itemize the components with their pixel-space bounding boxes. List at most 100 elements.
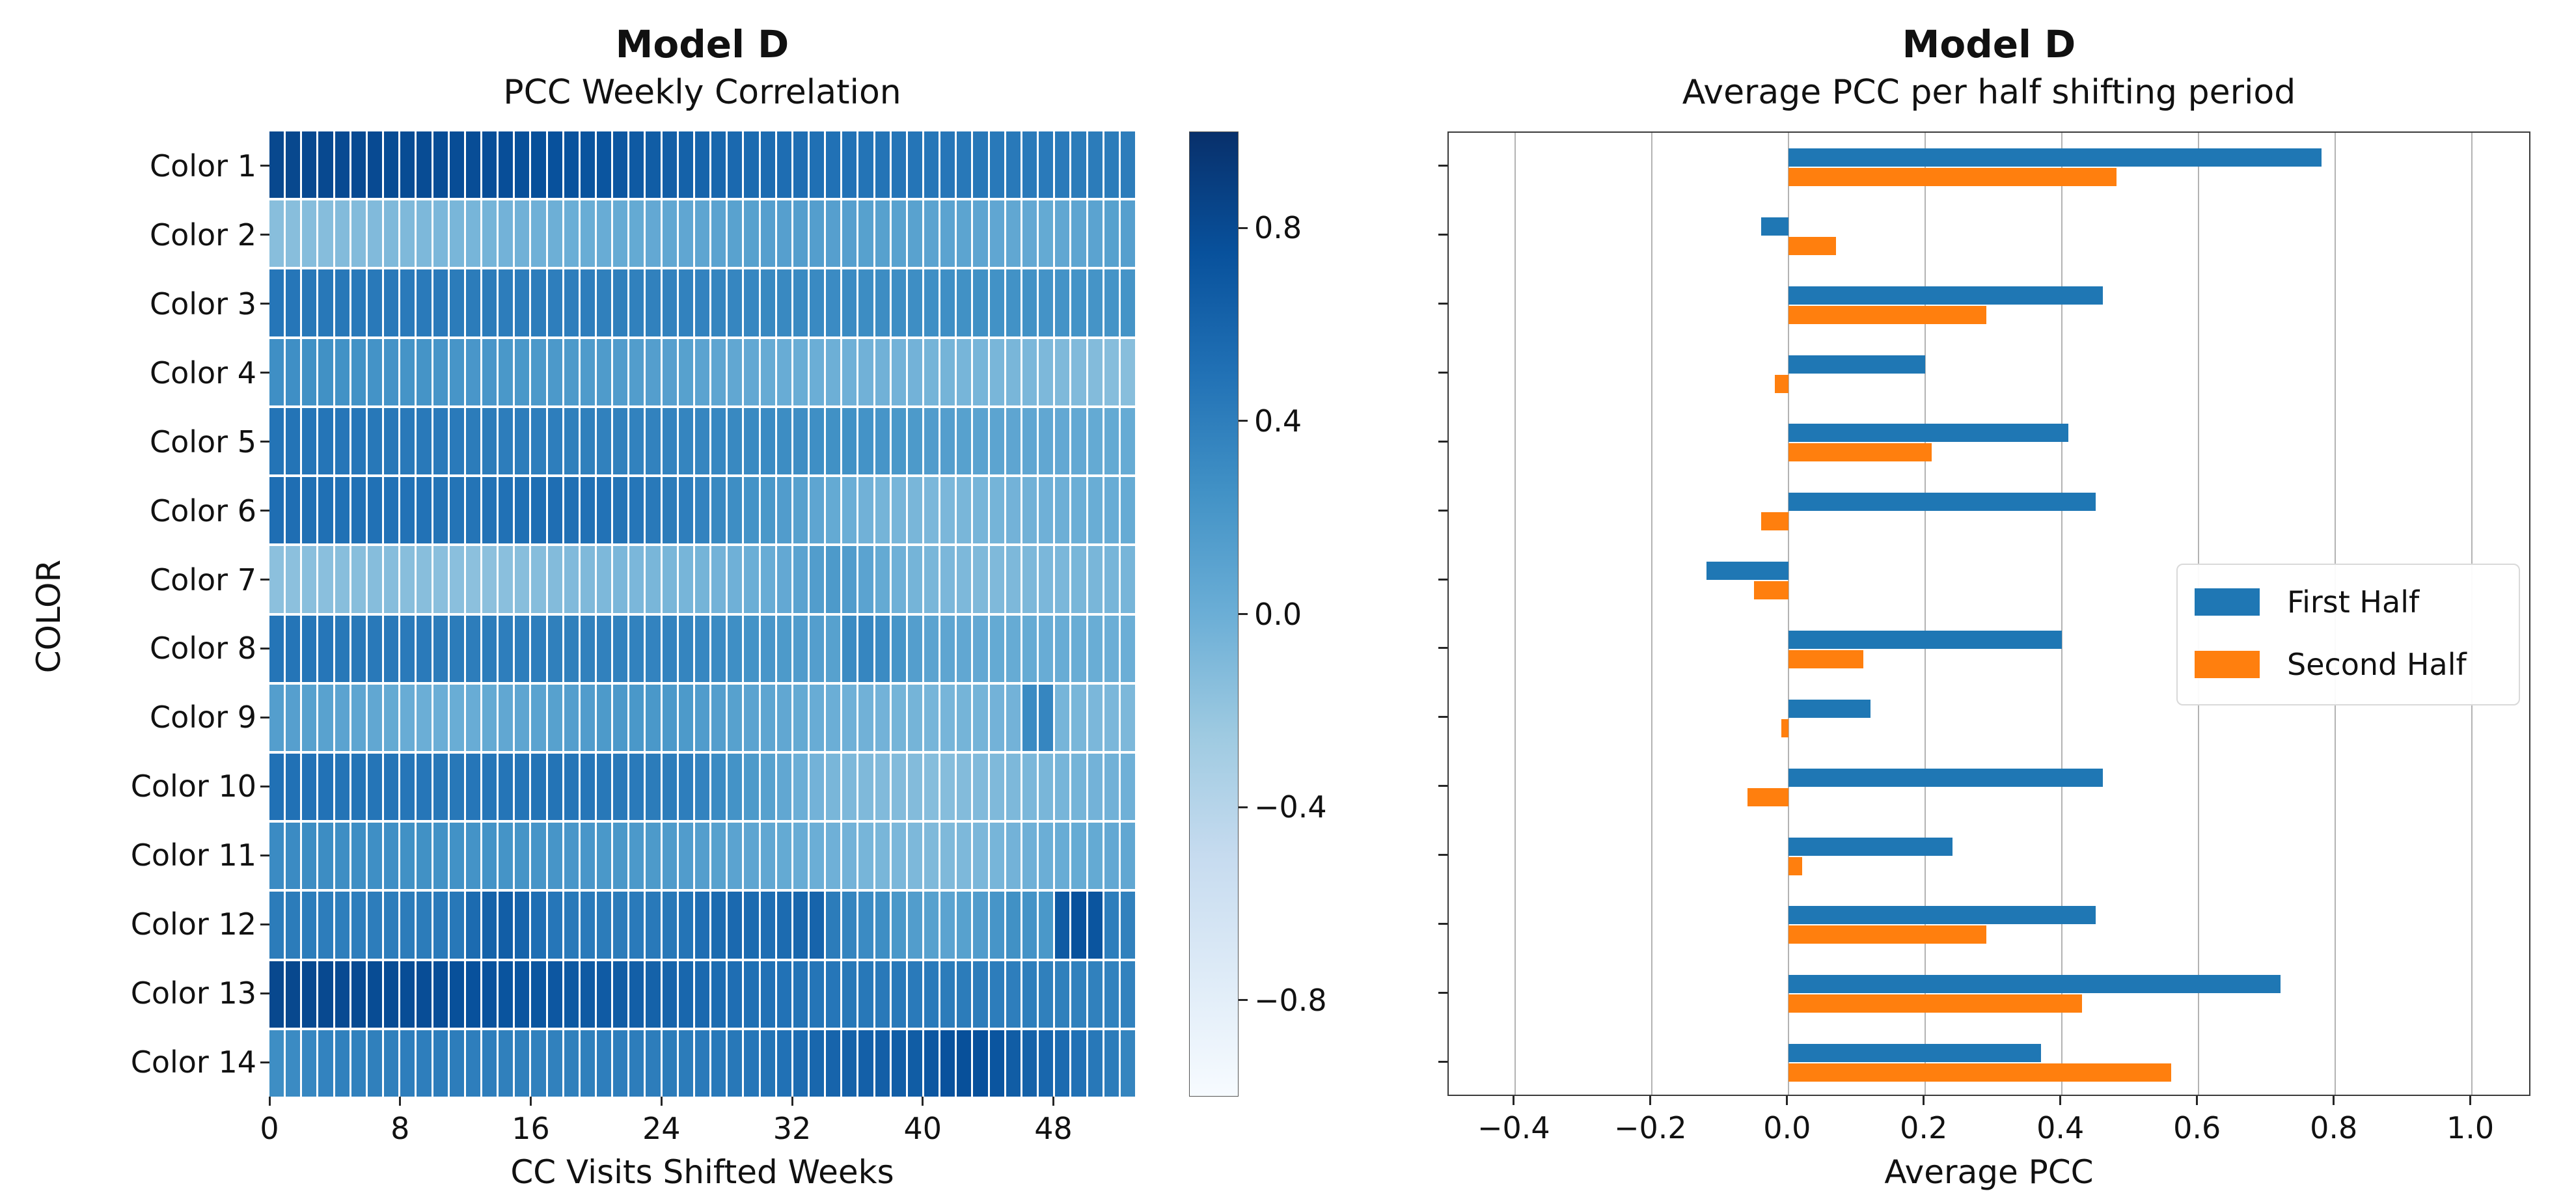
heatmap-cell (597, 269, 612, 336)
heatmap-cell (515, 1030, 530, 1097)
heatmap-cell (694, 823, 710, 890)
heatmap-cell (694, 615, 710, 682)
heatmap-cell (613, 961, 628, 1028)
heatmap-cell (728, 477, 743, 544)
heatmap-cell (1022, 131, 1037, 198)
heatmap-cell (826, 200, 841, 267)
heatmap-cell (302, 823, 317, 890)
heatmap-cell (1039, 477, 1054, 544)
heatmap-cell (1088, 131, 1103, 198)
heatmap-cell (776, 407, 791, 475)
heatmap-cell (957, 684, 972, 751)
heatmap-cell (417, 407, 432, 475)
heatmap-cell (1120, 407, 1135, 475)
heatmap-cell (318, 684, 333, 751)
heatmap-cell (482, 1030, 497, 1097)
bar-first-half (1761, 217, 1788, 236)
heatmap-cell (728, 615, 743, 682)
heatmap-cell (646, 615, 661, 682)
heatmap-cell (891, 892, 906, 959)
heatmap-cell (793, 338, 808, 405)
heatmap-cell (1120, 546, 1135, 613)
heatmap-cell (1071, 200, 1086, 267)
heatmap-cell (515, 338, 530, 405)
heatmap-cell (907, 1030, 923, 1097)
heatmap-cell (335, 269, 349, 336)
bar-second-half (1788, 856, 1802, 875)
heatmap-cell (629, 823, 644, 890)
heatmap-cell (499, 823, 514, 890)
heatmap-cell (580, 407, 596, 475)
heatmap-cell (417, 269, 432, 336)
heatmap-cell (711, 1030, 726, 1097)
heatmap-cell (662, 961, 677, 1028)
heatmap-cell (662, 131, 677, 198)
heatmap-cell (940, 200, 955, 267)
heatmap-cell (1104, 269, 1119, 336)
heatmap-cell (351, 546, 366, 613)
heatmap-cell (711, 200, 726, 267)
heatmap-cell (1071, 407, 1086, 475)
heatmap-cell (744, 823, 759, 890)
legend-label-first-half: First Half (2287, 584, 2420, 620)
heatmap-cell (269, 546, 284, 613)
colorbar-tickmark (1239, 806, 1248, 808)
heatmap-cell (531, 892, 546, 959)
heatmap-cell (580, 684, 596, 751)
heatmap-cell (744, 200, 759, 267)
bar-y-tickmark (1438, 165, 1447, 167)
heatmap-cell (1071, 753, 1086, 821)
heatmap-cell (367, 200, 383, 267)
heatmap-cell (989, 823, 1004, 890)
heatmap-cell (678, 407, 693, 475)
heatmap-cell (318, 407, 333, 475)
heatmap-cell (1104, 615, 1119, 682)
bar-second-half (1781, 718, 1788, 737)
heatmap-cell (842, 407, 857, 475)
heatmap-cell (482, 961, 497, 1028)
heatmap-cell (1120, 131, 1135, 198)
heatmap-cell (302, 269, 317, 336)
heatmap-cell (547, 615, 562, 682)
heatmap-row-label: Color 14 (130, 1045, 256, 1080)
heatmap-cell (662, 753, 677, 821)
heatmap-cell (842, 892, 857, 959)
heatmap-cell (678, 131, 693, 198)
heatmap-cell (564, 546, 579, 613)
heatmap-cell (875, 269, 890, 336)
heatmap-cell (940, 823, 955, 890)
heatmap-cell (499, 407, 514, 475)
heatmap-cell (1088, 200, 1103, 267)
heatmap-cell (842, 131, 857, 198)
heatmap-cell (1055, 546, 1070, 613)
heatmap-cell (842, 338, 857, 405)
heatmap-cell (940, 477, 955, 544)
heatmap-cell (499, 615, 514, 682)
heatmap-cell (449, 961, 464, 1028)
heatmap-row-label: Color 5 (150, 424, 256, 459)
heatmap-cell (662, 546, 677, 613)
heatmap-cell (678, 823, 693, 890)
heatmap-cell (1104, 753, 1119, 821)
heatmap-cell (433, 546, 448, 613)
heatmap-cell (875, 961, 890, 1028)
heatmap-cell (400, 684, 415, 751)
colorbar-tick-label: 0.8 (1254, 210, 1302, 246)
heatmap-cell (989, 892, 1004, 959)
y-tickmark (260, 579, 269, 581)
heatmap-row-label: Color 10 (130, 769, 256, 804)
right-chart-title: Model D (1902, 22, 2076, 66)
heatmap-xtick-label: 8 (391, 1111, 410, 1146)
heatmap-cell (531, 546, 546, 613)
heatmap-row-label: Color 1 (150, 148, 256, 184)
heatmap-cell (973, 753, 988, 821)
bar-x-tickmark (1649, 1096, 1652, 1105)
heatmap-cell (629, 200, 644, 267)
heatmap-cell (973, 615, 988, 682)
heatmap-cell (989, 684, 1004, 751)
heatmap-cell (269, 892, 284, 959)
heatmap-cell (597, 892, 612, 959)
heatmap-cell (940, 269, 955, 336)
heatmap-cell (891, 615, 906, 682)
heatmap-cell (891, 407, 906, 475)
